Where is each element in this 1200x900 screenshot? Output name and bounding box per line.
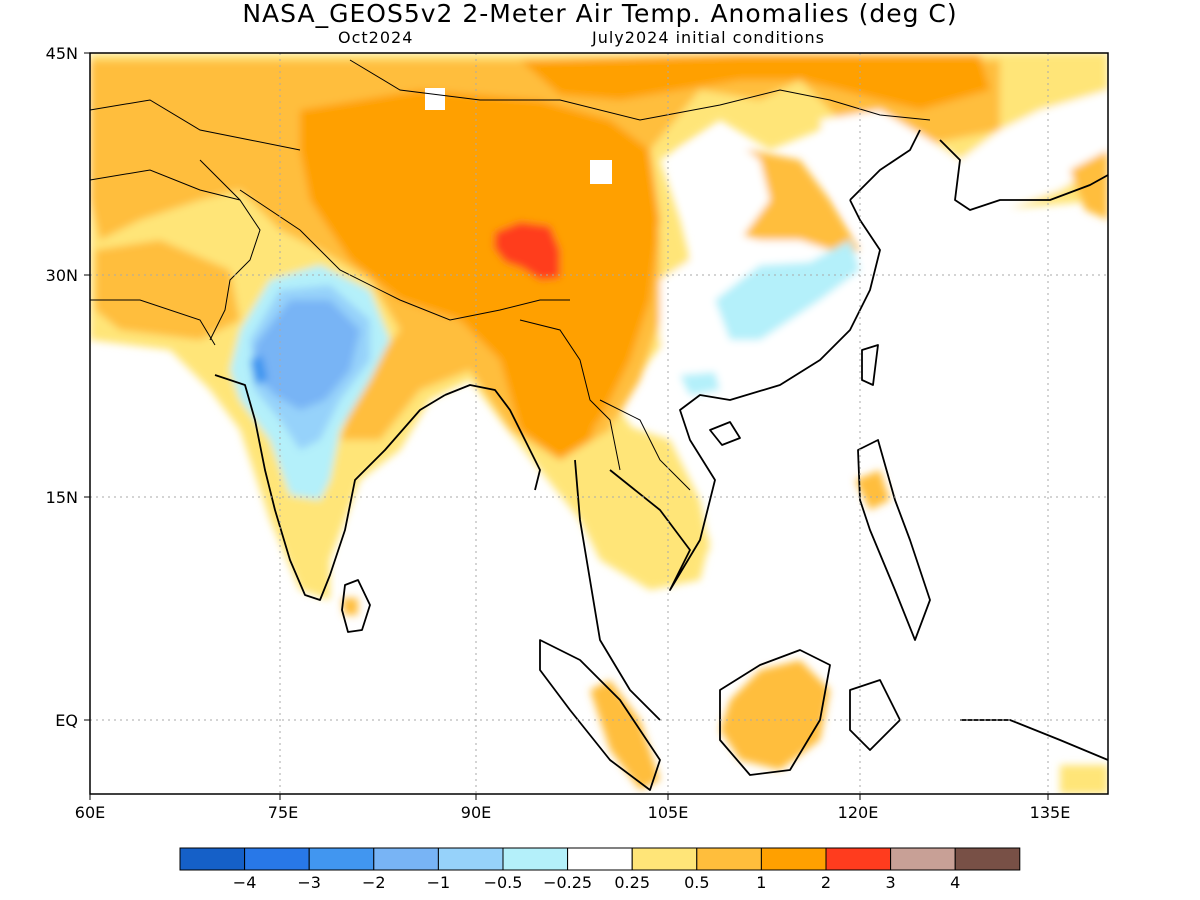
initial-conditions: July2024 initial conditions — [592, 28, 825, 47]
neutral-northeast — [820, 90, 1108, 260]
strong-warm-myanmar — [520, 330, 610, 460]
y-tick-label: 15N — [46, 488, 78, 507]
colorbar-label: −3 — [297, 873, 321, 892]
warm-philippines — [855, 470, 890, 510]
warm-south-corner — [1060, 765, 1108, 794]
x-tick-label: 105E — [648, 803, 689, 822]
x-tick-label: 60E — [75, 803, 105, 822]
border-himalaya — [239, 189, 570, 321]
colorbar-label: −4 — [233, 873, 257, 892]
colorbar-swatch — [567, 847, 633, 871]
colorbar-swatch — [760, 847, 827, 871]
colorbar-label: 0.25 — [614, 873, 650, 892]
hot-spot-tibet — [494, 222, 560, 280]
warm-sri-lanka — [342, 598, 358, 615]
colorbar-swatch — [825, 847, 892, 871]
colorbar: −4 −3 −2 −1 −0.5 −0.25 0.25 0.5 1 2 3 4 — [179, 847, 1021, 892]
colorbar-swatch — [502, 847, 569, 871]
china-east-coastline — [849, 129, 921, 201]
sumatra-coastline — [539, 639, 661, 791]
india-coastline — [214, 374, 446, 601]
cool-india-core — [255, 300, 360, 410]
colorbar-swatch — [954, 847, 1021, 871]
neutral-north-china — [680, 130, 770, 240]
y-axis-labels: EQ 15N 30N 45N — [46, 44, 78, 730]
taiwan-coastline — [861, 344, 879, 386]
x-tick-label: 90E — [461, 803, 491, 822]
colorbar-label: −1 — [427, 873, 451, 892]
border-central-asia — [90, 99, 301, 151]
colorbar-label: −0.5 — [484, 873, 523, 892]
japan-korea-coastline — [939, 139, 1108, 211]
coastlines — [214, 129, 1108, 791]
y-tick-label: EQ — [55, 711, 78, 730]
warm-sumatra — [590, 680, 660, 790]
x-axis-labels: 60E 75E 90E 105E 120E 135E — [75, 803, 1071, 822]
colorbar-swatch — [631, 847, 698, 871]
colorbar-label: −0.25 — [543, 873, 592, 892]
warm-thailand — [610, 420, 710, 570]
malay-peninsula-coastline — [574, 459, 661, 721]
border-iran — [90, 299, 216, 346]
cool-vietnam-patch — [680, 372, 720, 395]
indochina-coastline — [609, 199, 881, 591]
y-tick-label: 30N — [46, 266, 78, 285]
colorbar-label: 1 — [756, 873, 766, 892]
national-borders — [90, 59, 931, 491]
warm-patch-nw — [95, 80, 200, 170]
colorbar-label: 2 — [821, 873, 831, 892]
colorbar-swatch — [890, 847, 956, 871]
forecast-month: Oct2024 — [338, 28, 414, 47]
y-tick-label: 45N — [46, 44, 78, 63]
x-tick-label: 120E — [838, 803, 879, 822]
philippines-coastline — [857, 439, 931, 641]
chart-title: NASA_GEOS5v2 2-Meter Air Temp. Anomalies… — [242, 0, 958, 28]
border-laos-vietnam — [599, 399, 691, 491]
colorbar-label: 4 — [950, 873, 960, 892]
gridlines — [90, 53, 1108, 794]
colorbar-label: 0.5 — [684, 873, 709, 892]
hainan-coastline — [709, 421, 741, 446]
colorbar-swatch — [696, 847, 762, 871]
warm-patch-west — [95, 240, 240, 340]
colorbar-swatch — [308, 847, 375, 871]
colorbar-label: 3 — [886, 873, 896, 892]
cool-india-peak — [250, 355, 268, 385]
cool-china-patch — [715, 240, 860, 340]
x-tick-label: 75E — [268, 803, 298, 822]
colorbar-swatch — [437, 847, 504, 871]
colorbar-label: −2 — [362, 873, 386, 892]
sulawesi-coastline — [849, 679, 901, 751]
border-afghanistan — [90, 169, 241, 201]
sri-lanka-coastline — [341, 579, 371, 633]
bay-of-bengal-coastline — [444, 384, 541, 491]
borneo-coastline — [719, 649, 831, 776]
colorbar-swatch — [244, 847, 310, 871]
colorbar-swatch — [373, 847, 439, 871]
map-frame — [89, 52, 1109, 795]
colorbar-swatch — [179, 847, 246, 871]
axis-tick-marks — [84, 52, 1049, 800]
border-myanmar — [519, 319, 621, 471]
warm-borneo — [720, 660, 830, 770]
x-tick-label: 135E — [1030, 803, 1071, 822]
border-mongolia — [349, 59, 931, 121]
strong-warm-north — [520, 55, 990, 110]
shaded-field — [90, 53, 1108, 794]
